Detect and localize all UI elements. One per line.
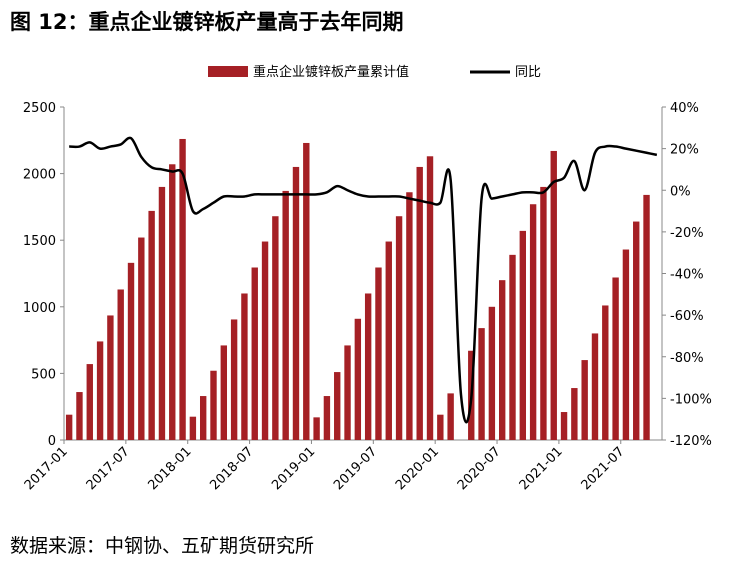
bar [220,345,228,440]
left-y-tick-label: 0 [48,434,56,449]
bar [416,166,423,440]
x-tick-label: 2018-01 [146,444,195,493]
bar [426,156,434,440]
left-y-tick-label: 2500 [23,101,56,116]
legend-bar-swatch [208,66,248,77]
right-y-tick-label: 20% [670,143,699,158]
bar [602,305,609,440]
bar [199,396,207,440]
bar [622,249,630,440]
x-tick-label: 2021-01 [517,444,566,493]
bar [210,370,217,440]
x-tick-label: 2018-07 [207,444,256,493]
bar [251,267,258,440]
right-y-tick-label: -80% [670,351,704,366]
bar [591,333,599,440]
bar [509,254,516,440]
bar [117,289,124,440]
bar [478,328,485,440]
bar [354,318,362,440]
bar [406,192,413,440]
right-y-tick-label: -40% [670,268,704,283]
x-tick-label: 2019-07 [331,444,380,493]
legend-line-label: 同比 [515,65,541,80]
bar [96,341,104,440]
left-y-tick-label: 1500 [23,234,56,249]
bar [148,210,155,440]
bar [272,216,279,440]
left-y-tick-label: 2000 [23,168,56,183]
right-y-tick-label: -120% [670,434,712,449]
legend: 重点企业镀锌板产量累计值 同比 [208,64,541,80]
bar [107,315,114,440]
bar [395,216,403,440]
bar [447,393,454,440]
bar [169,164,176,440]
bar [385,241,392,440]
bar [334,372,341,440]
plot-area: 0 500 1000 1500 2000 2500 -120% -100% -80% -60% -4… [22,101,712,493]
source-note: 数据来源：中钢协、五矿期货研究所 [10,535,315,557]
bar [375,267,382,440]
bar [127,262,135,440]
bar [498,280,506,440]
bar [86,364,93,440]
right-y-tick-label: -20% [670,226,704,241]
bar [488,306,496,440]
bar [179,138,186,440]
bar [230,319,238,440]
bar [138,237,145,440]
x-tick-label: 2021-07 [579,444,628,493]
left-y-tick-label: 1000 [23,301,56,316]
bar [158,186,166,440]
bar [261,241,269,440]
bar [519,230,527,440]
bar [571,388,578,440]
bar [437,414,444,440]
right-y-tick-label: 0% [670,184,691,199]
x-tick-label: 2019-01 [269,444,318,493]
bar [540,186,547,440]
x-tick-label: 2017-01 [22,444,71,493]
bar [529,204,537,440]
x-tick-label: 2020-01 [393,444,442,493]
bar [303,142,310,440]
bar [560,412,568,440]
bar [344,345,351,440]
bar [313,417,320,440]
bar [581,360,588,440]
bar [282,190,289,440]
x-tick-label: 2020-07 [455,444,504,493]
figure-title: 图 12：重点企业镀锌板产量高于去年同期 [10,10,404,34]
x-tick-label: 2017-07 [84,444,133,493]
bar [189,416,197,440]
right-y-tick-label: -100% [670,392,712,407]
chart: 重点企业镀锌板产量累计值 同比 0 500 1000 1500 2000 2500 -120… [22,64,712,493]
bar [643,194,650,440]
right-y-tick-label: -60% [670,309,704,324]
yoy-line [69,136,658,424]
bar [241,293,248,440]
bar [633,221,640,440]
bar [550,150,557,440]
bar [292,166,300,440]
legend-bar-label: 重点企业镀锌板产量累计值 [253,64,409,80]
bar [364,293,372,440]
bar [76,392,83,440]
left-y-tick-label: 500 [31,367,56,382]
right-y-tick-label: 40% [670,101,699,116]
bar [65,414,73,440]
bar [612,277,619,440]
bar [323,396,331,440]
